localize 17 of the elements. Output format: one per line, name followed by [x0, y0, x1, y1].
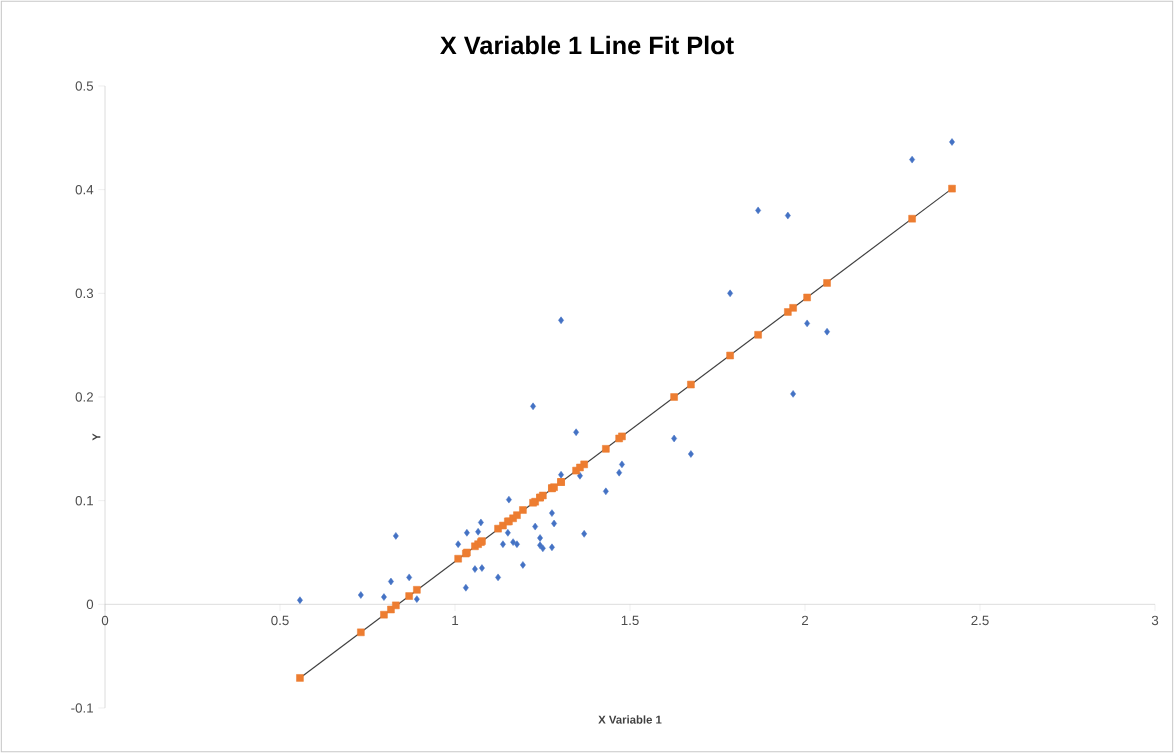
x-tick-label: 2 [801, 615, 809, 626]
x-tick-label: 1 [452, 615, 459, 625]
x-tick-label: 3 [1151, 615, 1159, 626]
y-tick-label: 0.3 [75, 288, 94, 299]
y-tick-label: 0.1 [75, 495, 93, 506]
x-tick-label: 2.5 [971, 615, 989, 626]
y-tick-label: 0.2 [75, 392, 93, 402]
x-tick-label: 0.5 [271, 615, 289, 626]
y-tick-label: -0.1 [71, 703, 93, 713]
x-tick-label: 0 [101, 615, 109, 626]
y-tick-label: 0 [86, 599, 94, 610]
x-axis-title: X Variable 1 [598, 715, 662, 724]
chart-title: X Variable 1 Line Fit Plot [440, 35, 734, 55]
y-tick-label: 0.5 [75, 81, 94, 91]
y-tick-label: 0.4 [75, 184, 94, 195]
x-tick-label: 1.5 [621, 615, 639, 626]
y-axis-title: Y [92, 433, 101, 441]
